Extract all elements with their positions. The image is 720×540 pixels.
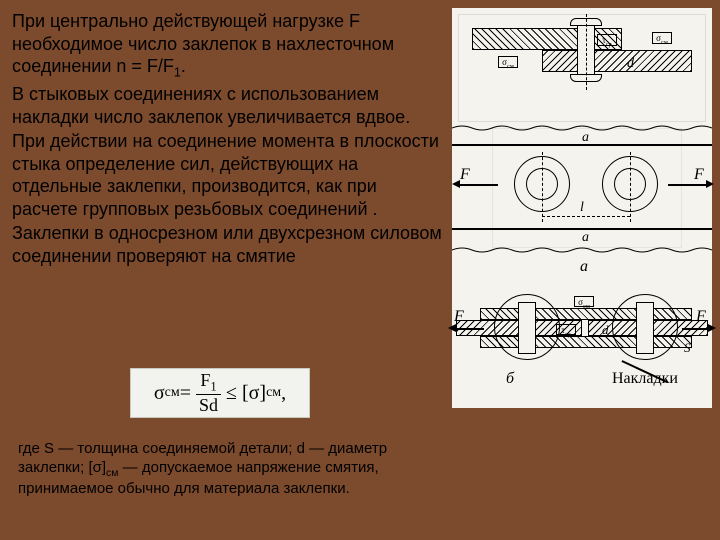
l-label: l: [580, 200, 584, 216]
caption-sub: см: [106, 467, 118, 479]
formula-tail: ,: [281, 382, 286, 405]
force-arrow-left: [458, 184, 498, 186]
fig-b-label: б: [506, 370, 514, 388]
force-arrow-br: [682, 328, 710, 330]
tau-label-top: τср: [597, 34, 617, 46]
F-left: F: [460, 166, 470, 184]
cover-plate-bot: [480, 336, 692, 348]
p1-sub: 1: [174, 66, 181, 80]
fig-a-label: а: [580, 258, 588, 276]
wave-bottom: [452, 246, 712, 254]
formula-den: Sd: [195, 395, 222, 416]
bot-rivet-l: [518, 302, 536, 354]
a-label-bot: a: [582, 230, 589, 246]
paragraph-3: При действии на соединение момента в пло…: [12, 130, 442, 220]
engineering-diagram: τср σсм σсм d F F a a l а F F σсм τср d: [452, 8, 712, 408]
d-label-top: d: [627, 56, 634, 72]
formula-num: F1: [196, 370, 220, 396]
a-label-top: a: [582, 130, 589, 146]
formula-fraction: F1 Sd: [195, 370, 222, 417]
formula-image: σсм = F1 Sd ≤ [σ]см ,: [130, 368, 310, 418]
formula-lhs-sub: см: [165, 385, 180, 401]
top-plate-lower: [542, 50, 692, 72]
centerline-top: [586, 14, 587, 90]
force-arrow-right: [668, 184, 708, 186]
caption-text: где S — толщина соединяемой детали; d — …: [18, 440, 438, 499]
nakladki-label: Накладки: [612, 370, 678, 388]
S-bot: S: [684, 340, 691, 356]
bot-rivet-r: [636, 302, 654, 354]
cover-plate-top: [480, 308, 692, 320]
F-right: F: [694, 166, 704, 184]
sigma-label-top-r: σсм: [652, 32, 672, 44]
tau-bot: τср: [556, 324, 576, 335]
paragraph-2: В стыковых соединениях с использованием …: [12, 83, 442, 128]
main-paragraphs: При центрально действующей нагрузке F не…: [12, 10, 442, 269]
p1-end: .: [181, 56, 186, 76]
formula-rhs-sub: см: [266, 385, 281, 401]
sigma-label-top-l: σсм: [498, 56, 518, 68]
formula-lhs: σ: [154, 382, 165, 405]
F-bl: F: [454, 308, 464, 326]
F-br: F: [696, 308, 706, 326]
sigma-bot: σсм: [574, 296, 594, 307]
paragraph-4: Заклепки в односрезном или двухсрезном с…: [12, 222, 442, 267]
force-arrow-bl: [454, 328, 484, 330]
formula-op: ≤ [σ]: [226, 382, 266, 405]
d-bot: d: [602, 322, 609, 338]
formula-eq: =: [180, 382, 191, 405]
paragraph-1: При центрально действующей нагрузке F не…: [12, 10, 442, 81]
p1-text: При центрально действующей нагрузке F не…: [12, 11, 394, 76]
